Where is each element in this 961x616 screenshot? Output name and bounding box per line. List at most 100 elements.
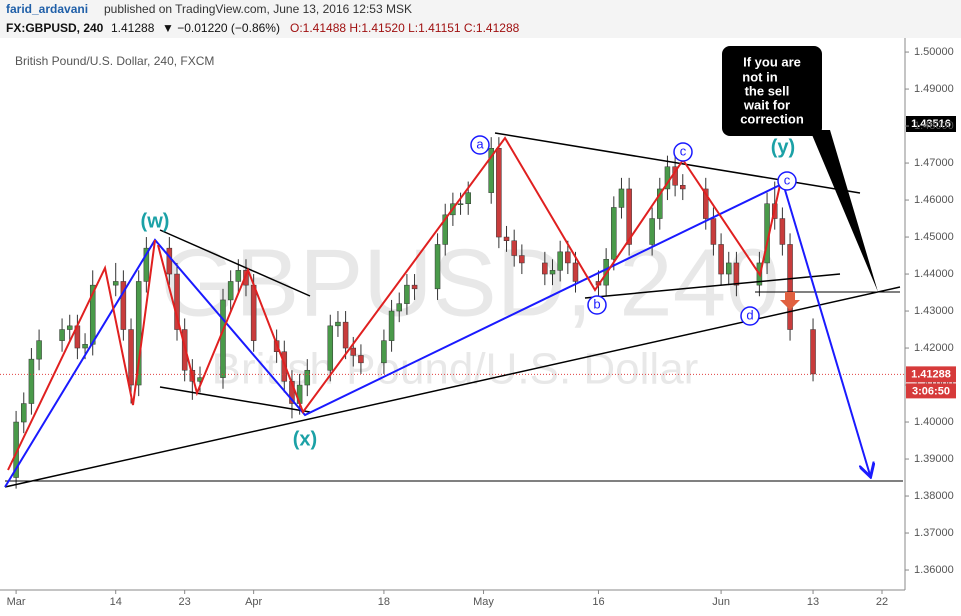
trend-line [159,386,311,413]
candle-body [618,188,625,208]
trend-line [159,229,311,297]
wave-line [7,239,156,471]
watermark: GBPUSD, 240 [161,229,780,336]
candle-body [396,303,402,312]
candle-body [174,273,180,330]
y-tick-label: 1.42000 [914,342,954,354]
candle-body [611,207,617,260]
candle-body [120,281,127,330]
candle-body [388,310,395,341]
candle-body [565,251,571,264]
x-tick-label: Apr [245,596,262,608]
callout-line: If you are [743,54,801,69]
y-tick-label: 1.43000 [914,305,954,317]
x-tick-label: 16 [592,596,604,608]
y-tick-label: 1.45000 [914,231,954,243]
label-circle [587,295,607,315]
candle-body [572,262,579,282]
callout-line: not in [742,69,777,84]
candle-body [227,281,234,301]
candle-body [135,281,142,386]
candle-body [488,148,494,193]
candle-body [557,251,563,271]
candle-body [358,355,364,364]
sub-wave-label: c [784,172,791,187]
candle-body [710,218,717,245]
candle-body [457,203,464,205]
last-price-tag [906,366,956,383]
candle-body [350,347,357,356]
candle-body [243,270,249,286]
candle-body [66,325,73,330]
candle-body [718,244,724,275]
x-tick-label: Jun [712,596,730,608]
candle-body [787,244,793,330]
candle-body [82,344,88,349]
callout-text: If you are not in the sell wait for corr… [740,54,804,126]
candle-body [726,262,732,275]
candle-body [703,188,709,219]
candle-body [542,262,548,275]
candle-body [779,218,786,245]
label-circle [470,135,490,155]
x-tick-label: Mar [7,596,26,608]
symbol: FX:GBPUSD, 240 [6,21,104,35]
wave-line [4,184,781,488]
callout-line: the sell [745,83,790,98]
wave-label: (y) [771,136,795,158]
y-tick-label: 1.46000 [914,194,954,206]
last-price-label: 1.41288 [911,368,951,380]
candle-body [657,188,663,219]
candle-body [36,340,42,360]
candle-body [649,218,655,245]
candle-body [733,262,740,286]
candle-body [112,281,119,286]
candle-body [220,299,226,378]
sub-wave-label: b [593,296,600,311]
projection-arrow [784,189,870,475]
label-circle [777,171,797,191]
sub-wave-label: c [680,143,687,158]
y-tick-label: 1.40000 [914,416,954,428]
candle-body [810,329,816,375]
y-tick-label: 1.47000 [914,157,954,169]
sub-wave-label: d [746,307,753,322]
label-circle [673,142,693,162]
candle-body [235,270,242,282]
label-circle [740,306,760,326]
published: published on TradingView.com, June 13, 2… [104,2,412,16]
x-tick-label: 14 [110,596,122,608]
callout-line: correction [740,111,804,126]
y-tick-label: 1.49000 [914,83,954,95]
trend-line [584,273,841,299]
countdown-label: 3:06:50 [912,385,950,397]
candle-body [411,284,418,290]
annotations: If you are not in the sell wait for corr… [4,46,903,488]
candle-body [304,369,311,386]
y-tick-label: 1.44000 [914,268,954,280]
candle-body [496,148,502,238]
marked-tag [906,116,956,132]
candle-body [465,192,471,204]
callout-pointer [810,130,878,292]
header-bg [0,0,961,38]
candle-body [28,358,35,404]
wave-line [157,136,781,415]
candle-body [519,255,525,264]
x-tick-label: May [473,596,494,608]
callout-line: wait for [743,97,790,112]
callout-box [722,46,822,136]
candle-body [381,340,387,364]
y-tick-label: 1.38000 [914,490,954,502]
y-tick-label: 1.50000 [914,46,954,58]
y-tick-label: 1.36000 [914,564,954,576]
candle-body [21,403,27,423]
candle-body [680,184,686,190]
candle-body [442,214,448,245]
chart-title: British Pound/U.S. Dollar, 240, FXCM [15,54,214,68]
author: farid_ardavani [6,2,88,16]
countdown-tag [906,383,956,399]
x-tick-label: 18 [378,596,390,608]
y-tick-label: 1.37000 [914,527,954,539]
candle-body [128,329,134,386]
